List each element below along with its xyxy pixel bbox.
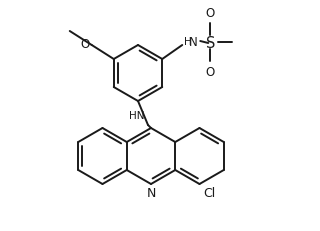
Text: S: S bbox=[205, 35, 215, 50]
Text: H: H bbox=[184, 37, 192, 47]
Text: N: N bbox=[189, 35, 198, 48]
Text: N: N bbox=[146, 186, 156, 199]
Text: O: O bbox=[206, 66, 215, 79]
Text: HN: HN bbox=[129, 110, 145, 121]
Text: Cl: Cl bbox=[204, 186, 216, 199]
Text: O: O bbox=[206, 7, 215, 20]
Text: O: O bbox=[81, 38, 90, 51]
